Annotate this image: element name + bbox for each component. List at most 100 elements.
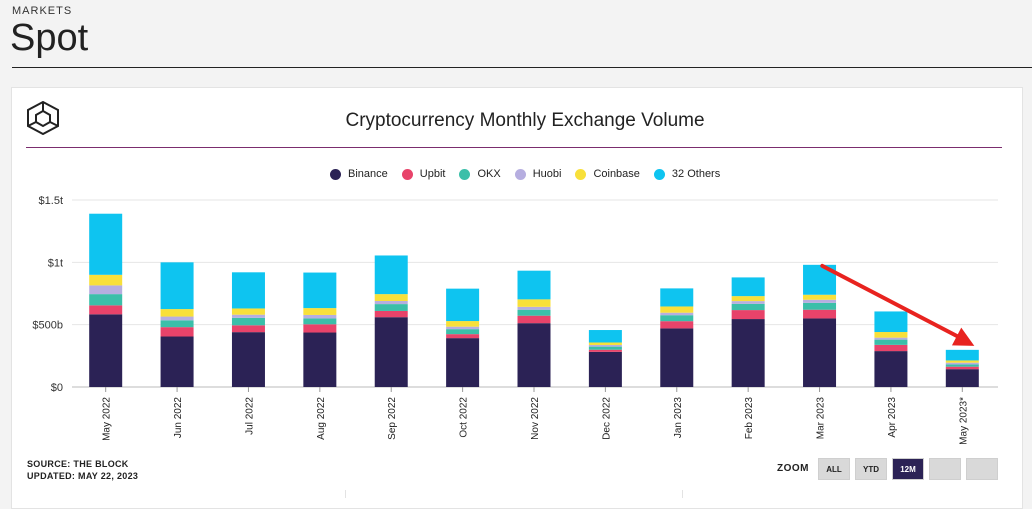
bar-segment [517,270,551,300]
updated-text: UPDATED: MAY 22, 2023 [27,471,139,481]
bar-segment [660,306,694,313]
bar-segment [517,323,551,387]
x-tick-label: Sep 2022 [387,397,398,440]
bar-segment [160,327,194,337]
bar-segment [874,337,908,340]
header-divider [12,67,1032,68]
bar-segment [945,360,979,363]
bar-segment [231,308,265,315]
chart-title: Cryptocurrency Monthly Exchange Volume [345,110,705,131]
x-tick-label: Jan 2023 [673,397,684,439]
legend-label: Huobi [532,168,562,180]
x-tick-label: Dec 2022 [601,397,612,440]
x-tick-label: May 2023* [958,397,969,445]
bar-segment [89,294,123,306]
zoom-blank-button-2[interactable] [966,458,998,480]
bar-segment [874,344,908,352]
y-tick-label: $500b [32,320,63,332]
legend-swatch [459,168,471,180]
legend-label: Coinbase [593,168,640,180]
bar-segment [160,262,194,310]
bar-segment [588,349,622,352]
legend-item[interactable]: 32 Others [653,168,720,180]
bar-segment [803,294,837,300]
bar-segment [303,308,337,315]
bar-segment [303,314,337,319]
x-tick-label: Mar 2023 [816,397,827,440]
bar-segment [374,310,408,318]
y-tick-label: $0 [51,382,63,394]
bar-segment [89,213,123,275]
x-tick-label: Jul 2022 [244,397,255,435]
legend-swatch [575,168,587,180]
zoom-all-button[interactable]: ALL [818,458,850,480]
bar-segment [303,318,337,325]
x-tick-label: Jun 2022 [173,397,184,439]
bar-segment [374,300,408,305]
bar-segment [446,321,480,327]
footer-divider [345,490,346,498]
bar-segment [374,317,408,387]
annotation-arrow-head [951,327,975,346]
legend-item[interactable]: Coinbase [575,168,640,180]
legend-item[interactable]: OKX [459,168,501,180]
legend-swatch [330,168,341,180]
bar-segment [160,320,194,328]
x-tick-label: Oct 2022 [459,397,470,438]
zoom-ytd-button[interactable]: YTD [855,458,887,480]
legend-item[interactable]: Huobi [514,168,562,180]
bar-segment [874,351,908,387]
bar-segment [89,285,123,295]
bar-segment [303,272,337,309]
stacked-bar-chart: $0 $500b $1t $1.5t May 2022 Jun 2022 Jul 2022 A… [32,195,998,445]
bar-segment [517,306,551,310]
x-tick-label: Nov 2022 [530,397,541,440]
y-tick-label: $1.5t [39,195,63,207]
bar-segment [660,328,694,387]
bar-segment [446,329,480,335]
legend-swatch [401,168,413,180]
bar-segment [231,314,265,318]
bar-segment [374,255,408,295]
zoom-blank-button-1[interactable] [929,458,961,480]
bar-segment [160,316,194,321]
bar-segment [89,305,123,315]
legend-label: OKX [477,168,501,180]
legend-swatch [514,168,526,180]
bar-segment [731,277,765,297]
bar-segment [660,288,694,307]
x-tick-label: Aug 2022 [316,397,327,440]
legend-item[interactable]: Upbit [401,168,445,180]
bar-segment [89,274,123,286]
bar-segment [89,314,123,387]
zoom-12m-button[interactable]: 12M [892,458,924,480]
chart-legend: Binance Upbit OKX Huobi Coinbase 32 Others [330,168,734,180]
bar-segment [945,369,979,387]
bar-segment [803,302,837,310]
section-label: MARKETS [12,5,73,17]
legend-item[interactable]: Binance [330,168,388,180]
bar-segment [731,301,765,304]
bar-segment [945,366,979,370]
bar-segment [517,299,551,307]
bar-segment [517,309,551,316]
bar-segment [945,362,979,365]
bar-segment [660,312,694,316]
bar-segment [374,294,408,301]
bar-segment [588,344,622,347]
bar-segment [945,364,979,367]
bar-segment [588,346,622,350]
bar-segment [303,324,337,333]
bar-segment [588,330,622,343]
bar-segment [303,332,337,387]
bar-segment [160,309,194,317]
bar-segment [874,332,908,338]
page-title: Spot [10,17,89,59]
bar-segment [803,299,837,303]
x-tick-label: Feb 2023 [744,397,755,440]
bar-segment [517,315,551,324]
bar-segment [231,317,265,326]
legend-label: Binance [348,168,388,180]
legend-swatch [653,168,665,180]
bar-segment [446,334,480,339]
